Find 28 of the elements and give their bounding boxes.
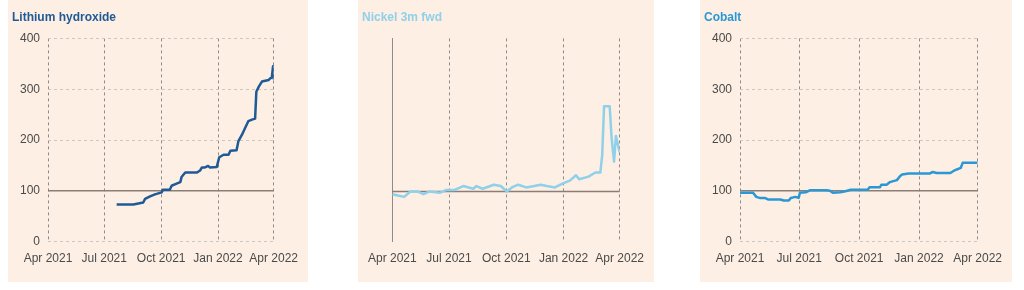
x-tick-label: Apr 2021: [715, 251, 765, 266]
x-tick-label: Jul 2021: [81, 251, 128, 266]
x-tick-label: Jan 2022: [538, 251, 589, 266]
x-tick-label: Apr 2022: [249, 251, 299, 266]
x-tick-label: Oct 2021: [481, 251, 531, 266]
x-tick-label: Apr 2022: [953, 251, 1003, 266]
chart-title: Nickel 3m fwd: [362, 9, 443, 24]
y-tick-label: 400: [711, 30, 733, 45]
x-tick-label: Jan 2022: [193, 251, 244, 266]
chart-title: Lithium hydroxide: [12, 9, 117, 24]
x-tick-label: Apr 2021: [368, 251, 418, 266]
x-tick-label: Oct 2021: [834, 251, 884, 266]
y-tick-label: 300: [711, 81, 733, 96]
x-tick-label: Jul 2021: [776, 251, 823, 266]
x-tick-label: Apr 2021: [23, 251, 73, 266]
x-tick-label: Jul 2021: [426, 251, 473, 266]
y-tick-label: 0: [725, 233, 733, 248]
x-tick-label: Jan 2022: [894, 251, 945, 266]
y-tick-label: 100: [19, 183, 41, 198]
y-tick-label: 100: [711, 183, 733, 198]
x-tick-label: Oct 2021: [136, 251, 186, 266]
y-tick-label: 400: [19, 30, 41, 45]
y-tick-label: 200: [19, 132, 41, 147]
y-tick-label: 300: [19, 81, 41, 96]
y-tick-label: 0: [33, 233, 41, 248]
y-tick-label: 200: [711, 132, 733, 147]
x-tick-label: Apr 2022: [595, 251, 645, 266]
chart-title: Cobalt: [704, 9, 742, 24]
